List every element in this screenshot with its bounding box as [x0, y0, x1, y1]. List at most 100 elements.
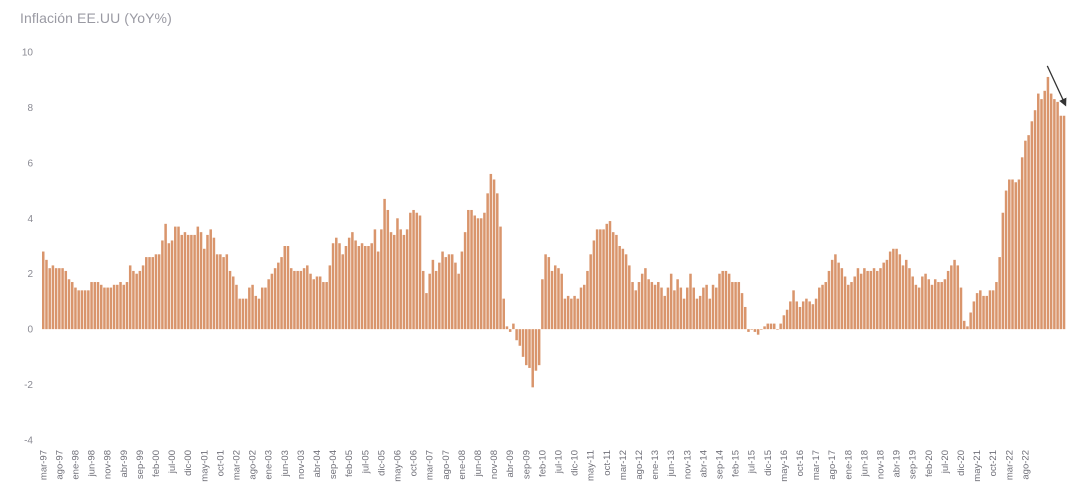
y-tick-label: 0	[27, 325, 33, 336]
bar	[898, 254, 902, 330]
bar	[740, 293, 744, 330]
bar	[70, 282, 74, 330]
bar	[470, 209, 473, 330]
bar	[128, 265, 132, 330]
x-tick-label: jun-03	[280, 450, 291, 477]
bar	[473, 215, 477, 330]
x-tick-label: oct-21	[988, 450, 999, 476]
bar	[592, 240, 596, 330]
bar	[344, 246, 348, 330]
bar	[392, 234, 396, 330]
bar	[892, 248, 895, 330]
bar	[138, 270, 142, 330]
bar	[943, 279, 947, 330]
bar	[769, 323, 773, 330]
bar	[927, 279, 931, 330]
bar	[199, 232, 203, 330]
x-tick-label: may-01	[199, 450, 210, 482]
bar	[962, 320, 966, 330]
bar	[409, 212, 412, 330]
x-tick-label: dic-05	[376, 450, 387, 476]
x-tick-label: nov-98	[103, 450, 114, 479]
bar	[573, 295, 576, 330]
bar	[212, 237, 216, 330]
bar	[830, 259, 834, 330]
bar	[560, 273, 563, 330]
bar	[821, 284, 824, 330]
bar	[724, 270, 728, 330]
bar	[90, 282, 93, 330]
bar	[293, 270, 296, 330]
bar	[450, 254, 454, 330]
bar	[734, 282, 737, 330]
bar	[901, 265, 905, 330]
bar	[93, 282, 97, 330]
x-tick-label: dic-15	[763, 450, 774, 476]
bar	[776, 329, 779, 330]
bar	[850, 282, 853, 330]
bar	[373, 229, 377, 330]
bar	[721, 270, 724, 330]
bar	[386, 209, 390, 330]
x-tick-label: ago-97	[54, 450, 65, 480]
bar	[554, 265, 557, 330]
x-tick-label: ago-22	[1020, 450, 1031, 480]
bar	[380, 229, 383, 330]
bar	[557, 268, 560, 330]
bar	[483, 212, 486, 330]
bar	[866, 270, 869, 330]
bar	[563, 298, 567, 330]
bar	[608, 221, 612, 330]
bar	[824, 282, 827, 330]
bar	[888, 251, 892, 330]
bar	[544, 254, 547, 330]
bar	[550, 270, 554, 330]
bar	[953, 259, 956, 330]
bar	[135, 273, 138, 330]
x-tick-label: may-06	[392, 450, 403, 482]
bar	[270, 273, 274, 330]
bar	[360, 243, 364, 330]
x-tick-label: mar-22	[1004, 450, 1015, 480]
bar	[814, 298, 818, 330]
bar	[434, 270, 438, 330]
bar	[795, 301, 799, 330]
bar	[302, 268, 306, 330]
bar	[869, 270, 873, 330]
bar	[267, 279, 270, 330]
bar	[1033, 110, 1037, 330]
bar	[283, 246, 287, 330]
bar	[489, 173, 493, 330]
bar	[96, 282, 100, 330]
bar	[412, 209, 415, 330]
x-tick-label: oct-11	[602, 450, 613, 476]
bar	[193, 234, 196, 330]
bar	[370, 243, 373, 330]
bar	[763, 326, 766, 330]
bar	[914, 284, 918, 330]
bar	[260, 287, 264, 330]
bar	[924, 273, 927, 330]
bar	[51, 265, 55, 330]
bar	[991, 290, 995, 330]
bar	[917, 287, 921, 330]
bar	[979, 290, 982, 330]
bar	[463, 232, 467, 330]
bar	[83, 290, 87, 330]
bar	[296, 270, 299, 330]
x-tick-label: sep-14	[714, 450, 725, 479]
arrow-icon	[1046, 65, 1067, 107]
bar	[116, 284, 119, 330]
bar	[921, 276, 924, 330]
x-tick-label: feb-00	[151, 450, 162, 477]
bar	[570, 298, 573, 330]
y-tick-label: 8	[27, 103, 33, 114]
y-tick-label: 6	[27, 158, 33, 169]
bar	[576, 298, 580, 330]
x-tick-label: abr-09	[505, 450, 516, 477]
x-tick-label: mar-12	[618, 450, 629, 480]
bar	[747, 329, 750, 332]
x-tick-label: feb-05	[344, 450, 355, 477]
bar	[264, 287, 267, 330]
bar	[789, 301, 792, 330]
